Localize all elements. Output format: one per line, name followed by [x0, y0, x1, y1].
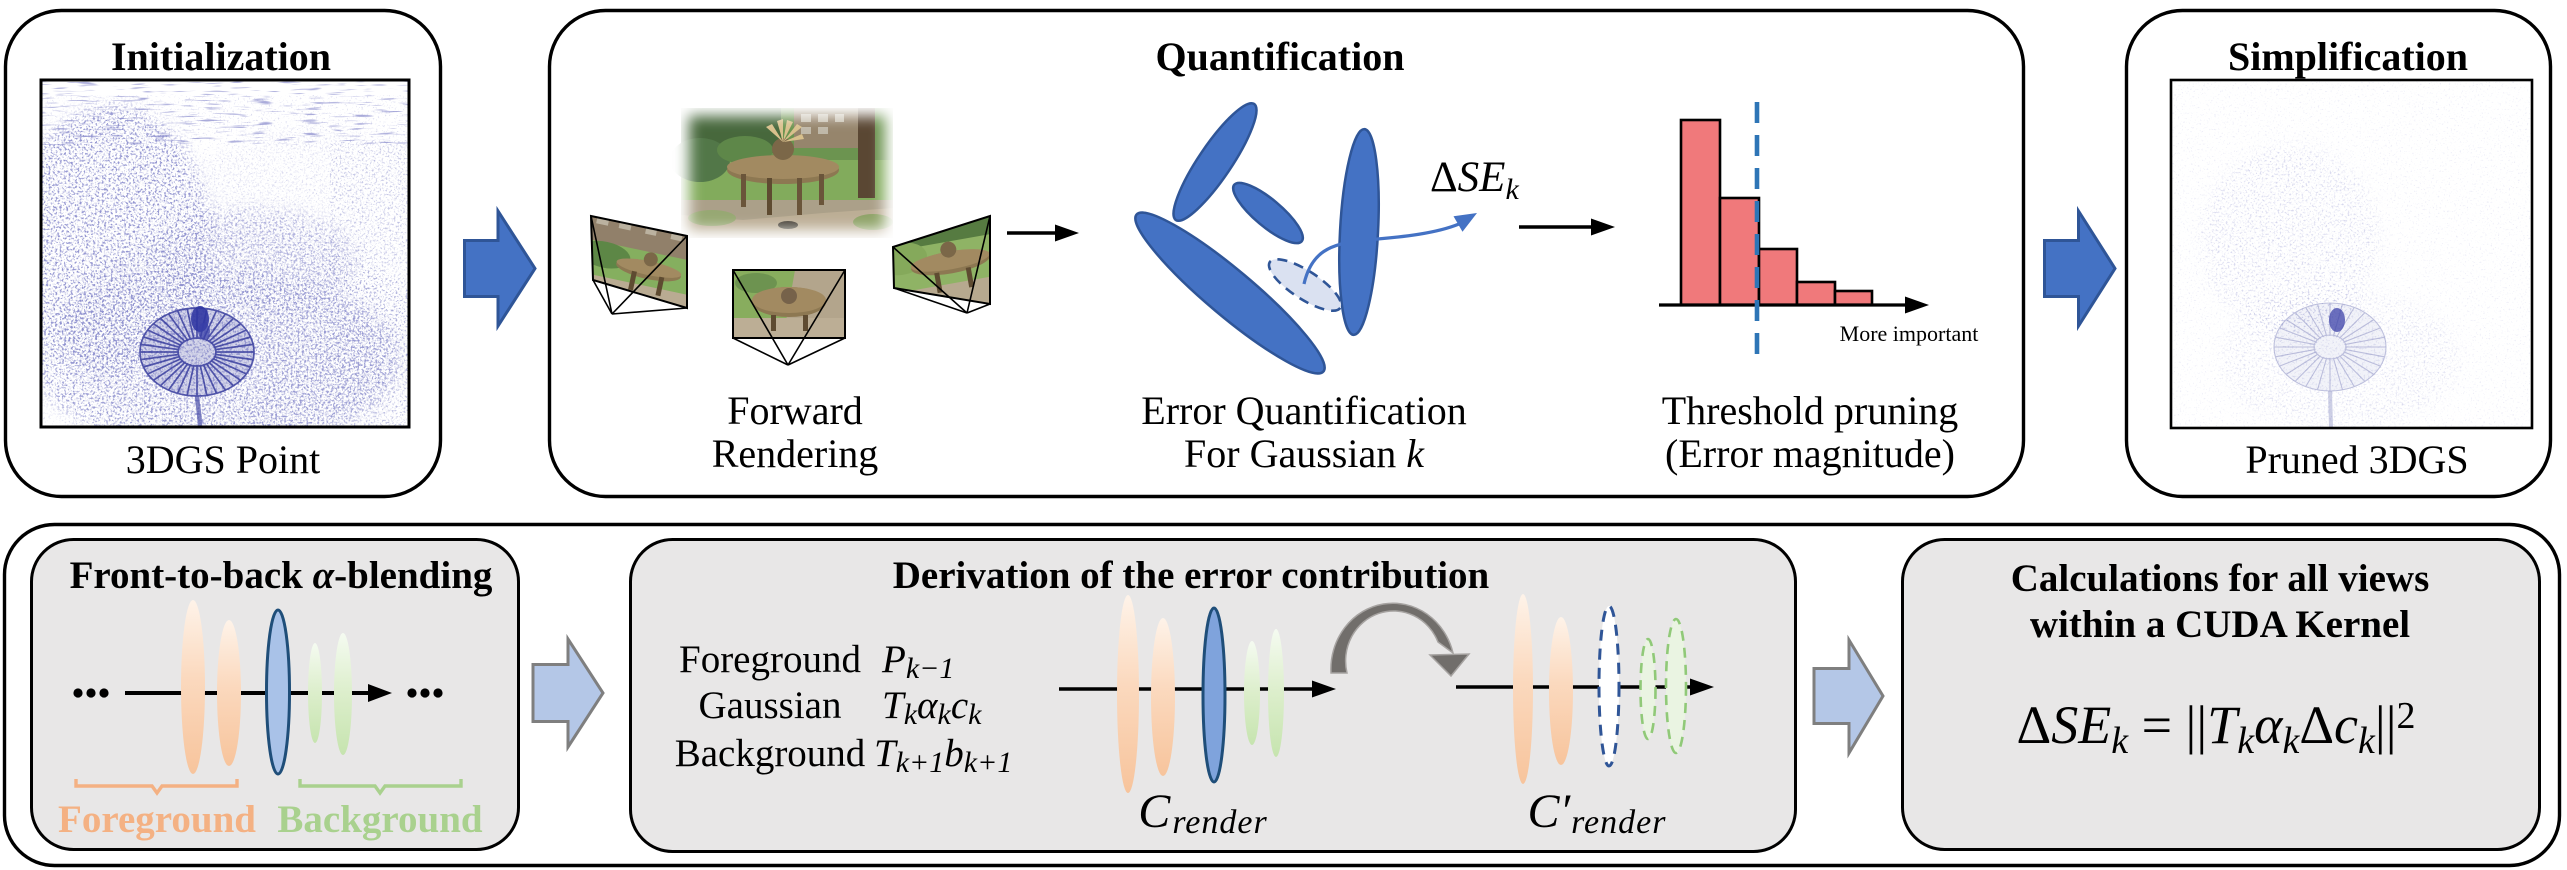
svg-text:(Error magnitude): (Error magnitude): [1665, 431, 1955, 476]
svg-text:Rendering: Rendering: [712, 431, 879, 476]
svg-text:ΔSEk: ΔSEk: [1430, 154, 1519, 206]
svg-text:Pruned 3DGS: Pruned 3DGS: [2245, 437, 2468, 482]
svg-text:Foreground: Foreground: [679, 638, 861, 681]
svg-text:More important: More important: [1840, 321, 1979, 346]
svg-text:Initialization: Initialization: [111, 34, 331, 79]
svg-text:Threshold pruning: Threshold pruning: [1662, 388, 1959, 433]
svg-text:Simplification: Simplification: [2228, 34, 2468, 79]
svg-text:Error Quantification: Error Quantification: [1141, 388, 1466, 433]
svg-text:Foreground: Foreground: [58, 798, 256, 841]
svg-text:ΔSEk = ||TkαkΔck||2: ΔSEk = ||TkαkΔck||2: [2016, 695, 2415, 762]
svg-text:Forward: Forward: [727, 388, 863, 433]
svg-text:Tkαkck: Tkαkck: [882, 684, 982, 731]
svg-text:3DGS Point: 3DGS Point: [126, 437, 321, 482]
svg-text:Background: Background: [675, 732, 866, 775]
svg-text:Front-to-back α-blending: Front-to-back α-blending: [70, 554, 493, 597]
svg-text:Quantification: Quantification: [1156, 34, 1405, 79]
svg-text:Background: Background: [277, 798, 482, 841]
svg-text:within a CUDA Kernel: within a CUDA Kernel: [2030, 603, 2410, 646]
svg-text:Gaussian: Gaussian: [699, 684, 842, 727]
svg-text:Derivation of the error contri: Derivation of the error contribution: [893, 554, 1490, 597]
svg-text:For Gaussian k: For Gaussian k: [1184, 431, 1425, 476]
svg-text:Calculations for all views: Calculations for all views: [2011, 557, 2430, 600]
